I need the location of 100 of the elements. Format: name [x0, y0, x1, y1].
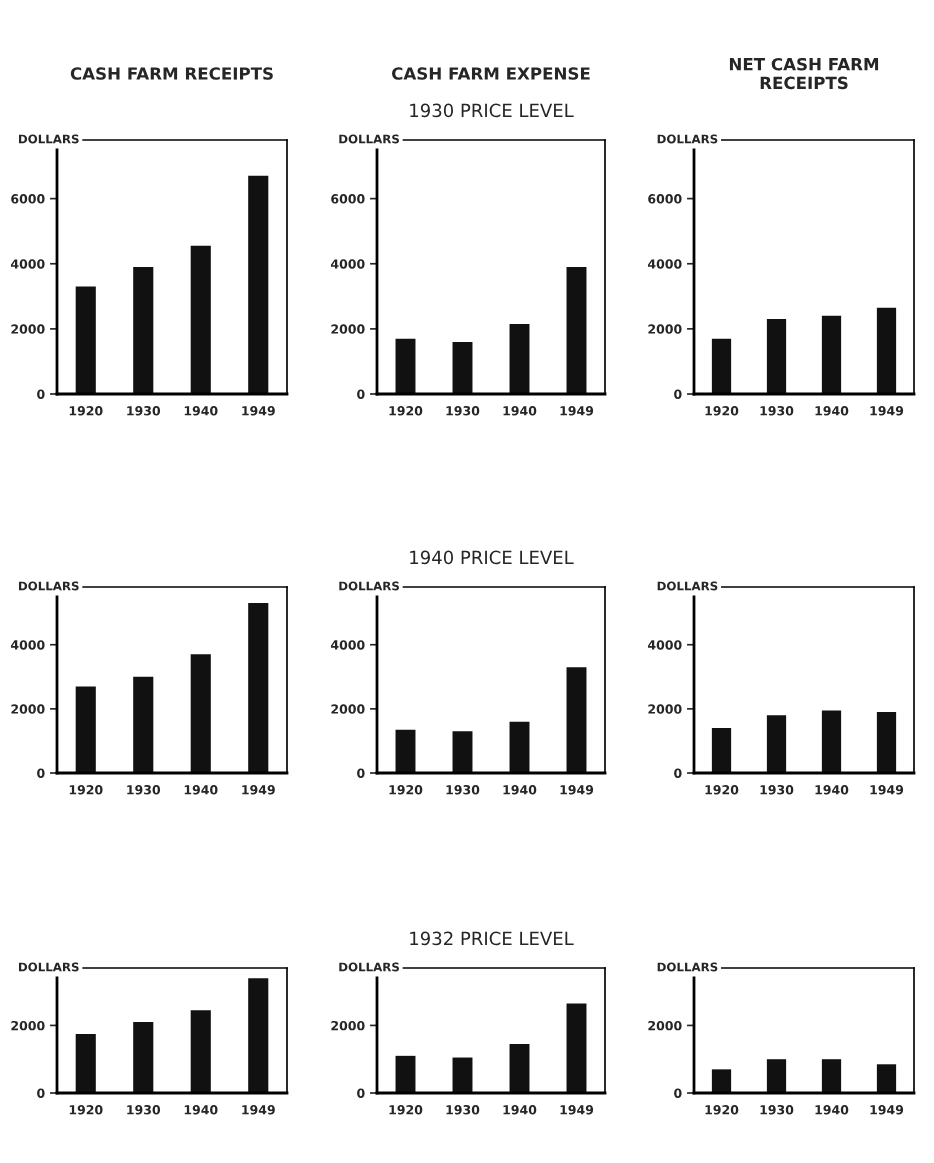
x-tick-label: 1930: [127, 785, 161, 795]
x-tick-label: 1930: [127, 406, 161, 416]
x-tick-label: 1940: [184, 406, 218, 416]
bar: [75, 1033, 96, 1093]
y-axis-title: DOLLARS: [339, 134, 399, 144]
bar: [190, 654, 211, 773]
bar: [821, 710, 842, 773]
x-tick-label: 1920: [705, 406, 739, 416]
bar: [452, 341, 473, 394]
y-tick-label: 4000: [10, 259, 45, 269]
x-tick-label: 1930: [760, 406, 794, 416]
y-tick-label: 2000: [331, 324, 365, 334]
y-axis-title: DOLLARS: [657, 962, 718, 972]
x-tick-label: 1930: [127, 1105, 161, 1115]
y-tick-label: 0: [37, 1088, 45, 1098]
bar: [821, 1059, 842, 1093]
y-tick-label: 6000: [331, 194, 365, 204]
bar: [711, 338, 732, 394]
y-axis-title: DOLLARS: [657, 581, 718, 591]
x-tick-label: 1930: [446, 406, 480, 416]
bar: [509, 323, 530, 394]
chart-subtitle: 1932 PRICE LEVEL: [410, 931, 574, 946]
y-tick-label: 2000: [331, 1020, 365, 1031]
bar: [395, 338, 416, 394]
bar: [190, 1010, 211, 1093]
x-tick-label: 1930: [446, 1105, 480, 1115]
bar: [876, 307, 897, 394]
x-tick-label: 1949: [560, 406, 594, 416]
bar: [75, 286, 96, 394]
x-tick-label: 1940: [184, 785, 218, 795]
bar: [876, 712, 897, 773]
y-axis-title: DOLLARS: [339, 581, 399, 591]
x-tick-label: 1920: [69, 785, 103, 795]
x-tick-label: 1949: [242, 785, 275, 795]
y-tick-label: 6000: [11, 194, 45, 204]
x-tick-label: 1940: [503, 1105, 537, 1115]
y-axis-title: DOLLARS: [18, 134, 79, 144]
y-tick-label: 4000: [647, 259, 682, 269]
bar: [75, 686, 96, 773]
chart-title: NET CASH FARM RECEIPTS: [729, 57, 879, 90]
x-tick-label: 1920: [705, 785, 739, 795]
x-tick-label: 1949: [242, 406, 275, 416]
y-tick-label: 2000: [648, 704, 682, 714]
bar: [876, 1064, 897, 1093]
bar: [190, 245, 211, 394]
chart-subtitle: 1930 PRICE LEVEL: [410, 103, 574, 118]
x-tick-label: 1940: [184, 1105, 218, 1115]
y-tick-label: 0: [357, 389, 365, 399]
y-tick-label: 0: [674, 1088, 682, 1098]
bar: [766, 319, 787, 394]
bar: [133, 676, 154, 773]
x-tick-label: 1940: [815, 406, 849, 416]
y-tick-label: 2000: [331, 704, 365, 714]
y-tick-label: 2000: [11, 704, 45, 714]
y-tick-label: 0: [37, 389, 45, 399]
y-tick-label: 0: [357, 1088, 365, 1098]
bar: [566, 1003, 587, 1093]
y-tick-label: 4000: [647, 640, 682, 650]
y-tick-label: 0: [674, 389, 682, 399]
y-tick-label: 2000: [648, 324, 682, 334]
bar: [766, 1059, 787, 1093]
chart-subtitle: 1940 PRICE LEVEL: [410, 550, 574, 565]
bar: [133, 1022, 154, 1093]
y-tick-label: 4000: [330, 259, 365, 269]
y-tick-label: 0: [37, 768, 45, 778]
y-tick-label: 2000: [11, 324, 45, 334]
x-tick-label: 1949: [560, 1105, 594, 1115]
x-tick-label: 1930: [760, 1105, 794, 1115]
x-tick-label: 1949: [870, 1105, 904, 1115]
y-tick-label: 0: [674, 768, 682, 778]
x-tick-label: 1949: [870, 406, 904, 416]
x-tick-label: 1949: [870, 785, 904, 795]
bar: [452, 731, 473, 773]
y-tick-label: 4000: [330, 640, 365, 650]
bar: [566, 267, 587, 394]
x-tick-label: 1920: [389, 406, 423, 416]
y-tick-label: 2000: [648, 1020, 682, 1031]
x-tick-label: 1940: [503, 785, 537, 795]
bar: [248, 978, 269, 1093]
bar: [133, 267, 154, 394]
x-tick-label: 1920: [389, 1105, 423, 1115]
bar: [395, 729, 416, 773]
x-tick-label: 1940: [503, 406, 537, 416]
x-tick-label: 1920: [389, 785, 423, 795]
y-axis-title: DOLLARS: [339, 962, 399, 972]
bar: [766, 715, 787, 773]
x-tick-label: 1949: [242, 1105, 275, 1115]
x-tick-label: 1920: [705, 1105, 739, 1115]
y-axis-title: DOLLARS: [657, 134, 718, 144]
y-axis-title: DOLLARS: [18, 581, 79, 591]
y-tick-label: 4000: [10, 640, 45, 650]
bar: [248, 603, 269, 773]
bar: [821, 315, 842, 394]
x-tick-label: 1949: [560, 785, 594, 795]
x-tick-label: 1930: [760, 785, 794, 795]
bar: [566, 667, 587, 773]
bar: [509, 1044, 530, 1093]
bar: [248, 175, 269, 394]
x-tick-label: 1940: [815, 785, 849, 795]
bar: [711, 1069, 732, 1093]
